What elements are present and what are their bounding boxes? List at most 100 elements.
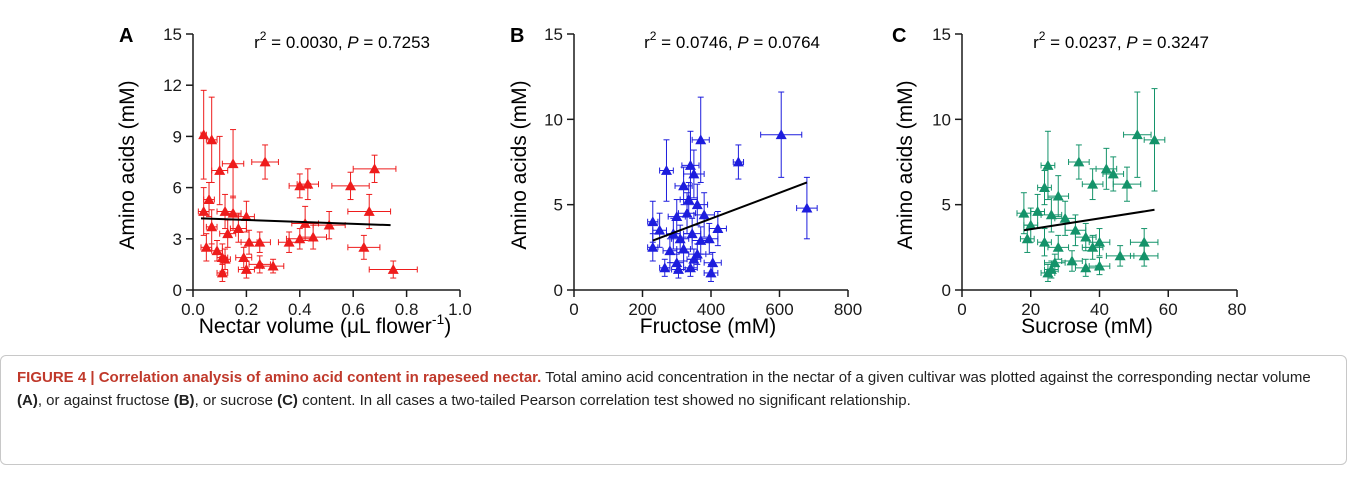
data-point: [1132, 129, 1143, 139]
y-tick-label: 15: [163, 25, 182, 44]
data-point: [284, 237, 295, 247]
y-tick-label: 0: [173, 281, 182, 300]
data-point: [201, 242, 212, 252]
x-tick-label: 0: [569, 300, 578, 319]
data-point: [661, 165, 672, 175]
x-tick-label: 1.0: [448, 300, 472, 319]
regression-line: [1024, 210, 1155, 230]
data-point: [217, 267, 228, 277]
x-tick-label: 0.6: [341, 300, 365, 319]
data-point: [682, 208, 693, 218]
stat-r-value: = 0.0030,: [266, 33, 347, 52]
data-point: [254, 237, 265, 247]
data-point: [1053, 191, 1064, 201]
data-point: [222, 228, 233, 238]
caption-text-3: , or sucrose: [195, 392, 278, 409]
data-point: [364, 206, 375, 216]
data-point: [212, 245, 223, 255]
data-point: [388, 264, 399, 274]
stat-p: P: [347, 33, 359, 52]
x-tick-label: 80: [1228, 300, 1247, 319]
panel-c: C Amino acids (mM) r2 = 0.0237, P = 0.32…: [892, 25, 1246, 338]
data-point: [1070, 225, 1081, 235]
caption-ref-a: (A): [17, 392, 38, 409]
x-tick-label: 200: [628, 300, 656, 319]
y-tick-label: 5: [554, 196, 563, 215]
data-point: [241, 264, 252, 274]
regression-line: [201, 218, 391, 225]
data-point: [712, 223, 723, 233]
data-point: [294, 180, 305, 190]
stat-p-value: = 0.0764: [749, 33, 820, 52]
stat-annotation: r2 = 0.0030, P = 0.7253: [254, 29, 430, 52]
y-tick-label: 9: [173, 127, 182, 146]
caption-ref-c: (C): [277, 392, 298, 409]
y-tick-label: 15: [544, 25, 563, 44]
y-tick-label: 0: [554, 281, 563, 300]
data-point: [260, 157, 271, 167]
data-point: [687, 228, 698, 238]
data-point: [206, 134, 217, 144]
data-point: [1053, 242, 1064, 252]
data-point: [704, 233, 715, 243]
data-point: [647, 242, 658, 252]
y-tick-label: 15: [932, 25, 951, 44]
data-point: [1087, 179, 1098, 189]
y-tick-label: 0: [942, 281, 951, 300]
y-axis-label: Amino acids (mM): [116, 80, 139, 249]
caption-figure-label: FIGURE 4 | Correlation analysis of amino…: [17, 369, 541, 386]
data-point: [198, 206, 209, 216]
data-point: [1115, 250, 1126, 260]
data-point: [706, 267, 717, 277]
data-point: [1042, 160, 1053, 170]
data-point: [233, 223, 244, 233]
x-tick-label: 600: [765, 300, 793, 319]
panel-letter: A: [119, 25, 133, 47]
x-label-sup: -1: [432, 311, 445, 327]
data-point: [733, 157, 744, 167]
figure-caption: FIGURE 4 | Correlation analysis of amino…: [0, 355, 1347, 465]
data-point: [1067, 255, 1078, 265]
x-tick-label: 60: [1159, 300, 1178, 319]
x-tick-label: 0.2: [235, 300, 259, 319]
figure: A Amino acids (mM) r2 = 0.0030, P = 0.72…: [0, 0, 1357, 345]
stat-r-value: = 0.0746,: [656, 33, 737, 52]
x-tick-label: 0.8: [395, 300, 419, 319]
stat-annotation: r2 = 0.0237, P = 0.3247: [1033, 29, 1209, 52]
caption-text-2: , or against fructose: [38, 392, 174, 409]
data-point: [695, 134, 706, 144]
data-point: [358, 242, 369, 252]
stat-p-value: = 0.7253: [359, 33, 430, 52]
caption-text-1: Total amino acid concentration in the ne…: [541, 369, 1310, 386]
data-point: [206, 221, 217, 231]
x-tick-label: 0.4: [288, 300, 312, 319]
data-point: [801, 203, 812, 213]
panel-letter: B: [510, 25, 524, 47]
x-tick-label: 400: [697, 300, 725, 319]
data-point: [228, 208, 239, 218]
data-point: [671, 257, 682, 267]
regression-line: [653, 182, 807, 240]
y-tick-label: 3: [173, 230, 182, 249]
data-point: [678, 180, 689, 190]
data-point: [647, 216, 658, 226]
data-point: [1139, 250, 1150, 260]
y-axis-label: Amino acids (mM): [894, 80, 917, 249]
data-point: [683, 194, 694, 204]
data-point: [302, 179, 313, 189]
x-tick-label: 20: [1021, 300, 1040, 319]
data-point: [707, 257, 718, 267]
data-point: [1122, 179, 1133, 189]
stat-p: P: [1126, 33, 1138, 52]
x-tick-label: 0: [957, 300, 966, 319]
data-point: [308, 232, 319, 242]
y-tick-label: 10: [932, 110, 951, 129]
data-point: [254, 259, 265, 269]
stat-annotation: r2 = 0.0746, P = 0.0764: [644, 29, 820, 52]
data-point: [699, 209, 710, 219]
data-point: [324, 220, 335, 230]
data-point: [659, 262, 670, 272]
y-tick-label: 10: [544, 110, 563, 129]
data-point: [268, 261, 279, 271]
stat-p: P: [737, 33, 749, 52]
